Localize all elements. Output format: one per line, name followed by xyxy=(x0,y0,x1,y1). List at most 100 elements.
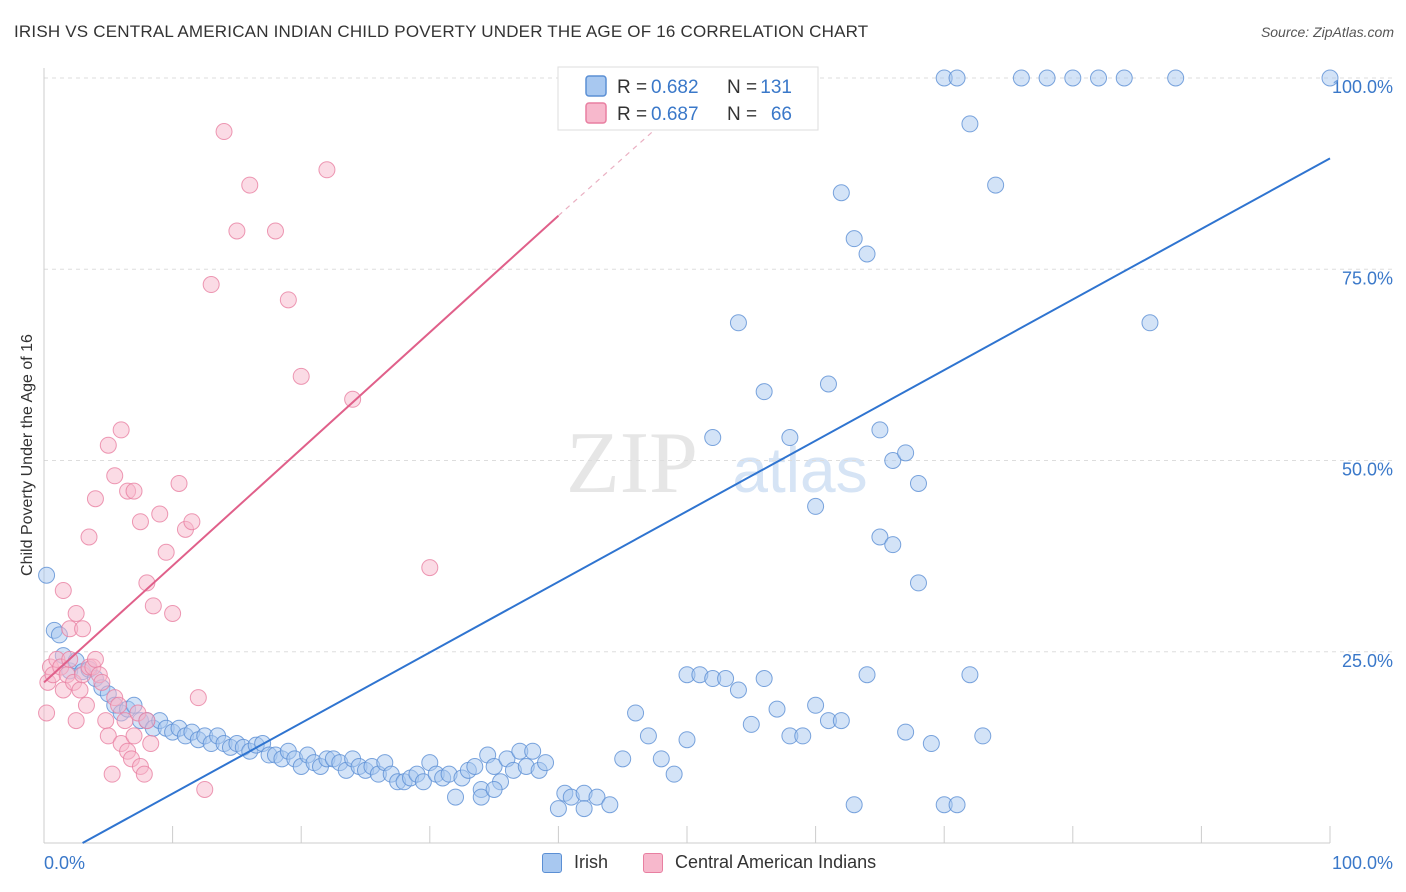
irish-point xyxy=(897,444,915,462)
central-american-indians-point xyxy=(86,650,104,668)
irish-point xyxy=(627,704,645,722)
central-american-indians-point xyxy=(99,727,117,745)
legend-item-irish[interactable]: Irish xyxy=(542,852,608,873)
watermark-atlas: atlas xyxy=(732,434,867,506)
central-american-indians-point xyxy=(183,513,201,531)
central-american-indians-point xyxy=(421,559,439,577)
irish-point xyxy=(755,670,773,688)
central-american-indians-point xyxy=(266,222,284,240)
y-tick-label: 75.0% xyxy=(1342,268,1393,288)
irish-point xyxy=(472,788,490,806)
central-american-indians-point xyxy=(125,482,143,500)
irish-point xyxy=(755,383,773,401)
irish-point xyxy=(549,800,567,818)
irish-point xyxy=(1115,69,1133,87)
central-american-indians-point xyxy=(106,467,124,485)
central-american-indians-point xyxy=(99,436,117,454)
x-tick-label-max: 100.0% xyxy=(1332,853,1393,873)
central-american-indians-point xyxy=(344,390,362,408)
central-american-indians-point xyxy=(86,490,104,508)
central-american-indians-point xyxy=(170,474,188,492)
irish-point xyxy=(987,176,1005,194)
irish-point xyxy=(781,429,799,447)
y-tick-label: 25.0% xyxy=(1342,651,1393,671)
irish-point xyxy=(729,314,747,332)
central-american-indians-point xyxy=(74,620,92,638)
central-american-indians-point xyxy=(138,712,156,730)
central-american-indians-point xyxy=(67,605,85,622)
irish-point xyxy=(858,245,876,263)
irish-point xyxy=(601,796,619,814)
irish-point xyxy=(665,765,683,783)
central-american-indians-point xyxy=(157,543,175,561)
central-american-indians-point xyxy=(80,528,98,546)
central-american-indians-point xyxy=(71,681,89,699)
irish-legend-swatch-icon xyxy=(585,75,607,97)
central-american-indians-point xyxy=(93,673,111,691)
irish-point xyxy=(1321,69,1339,87)
central-american-indians-point xyxy=(164,605,182,622)
legend-item-central-american-indians[interactable]: Central American Indians xyxy=(643,852,876,873)
central-american-indians-point xyxy=(116,712,134,730)
central-american-indians-point xyxy=(196,780,214,798)
central-american-indians-point xyxy=(77,696,95,714)
irish-point xyxy=(974,727,992,745)
irish-point xyxy=(832,712,850,730)
central-american-indians-point xyxy=(292,367,310,385)
legend-r-label: R = xyxy=(617,77,647,98)
irish-point xyxy=(1064,69,1082,87)
irish-point xyxy=(414,773,432,791)
irish-point xyxy=(884,536,902,554)
irish-trend-line xyxy=(82,157,1331,844)
irish-point xyxy=(948,69,966,87)
legend-n-label: N = xyxy=(727,104,757,125)
central-american-indians-point xyxy=(241,176,259,194)
legend-label-irish: Irish xyxy=(574,852,609,872)
central-american-indians-legend-swatch-icon xyxy=(585,102,607,124)
irish-point xyxy=(704,429,722,447)
legend-n-value: 66 xyxy=(771,104,792,125)
irish-point xyxy=(1038,69,1056,87)
central-american-indians-point xyxy=(110,696,128,714)
irish-point xyxy=(524,742,542,760)
irish-point xyxy=(768,700,786,718)
irish-point xyxy=(729,681,747,699)
irish-point xyxy=(466,758,484,775)
central-american-indians-point xyxy=(67,712,85,730)
central-american-indians-point xyxy=(112,421,130,439)
bottom-legend: Irish Central American Indians xyxy=(0,852,1406,878)
irish-point xyxy=(447,788,465,806)
central-american-indians-swatch-icon xyxy=(643,852,663,873)
irish-point xyxy=(897,723,915,741)
irish-point xyxy=(717,670,735,688)
legend-n-label: N = xyxy=(727,77,757,98)
irish-point xyxy=(961,115,979,133)
irish-point xyxy=(845,796,863,814)
irish-point xyxy=(1012,69,1030,87)
legend-n-value: 131 xyxy=(760,77,792,98)
irish-point xyxy=(1090,69,1108,87)
central-american-indians-point xyxy=(318,161,336,179)
irish-point xyxy=(884,452,902,469)
x-tick-label-min: 0.0% xyxy=(44,853,85,873)
central-american-indians-point xyxy=(103,765,121,783)
central-american-indians-point xyxy=(54,582,72,600)
irish-point xyxy=(871,528,889,546)
irish-point xyxy=(819,375,837,393)
central-american-indians-point xyxy=(135,765,153,783)
central-american-indians-point xyxy=(228,222,246,240)
watermark-zip: ZIP xyxy=(566,415,698,512)
central-american-indians-point xyxy=(151,505,169,523)
central-american-indians-point xyxy=(202,276,220,294)
legend-r-value: 0.687 xyxy=(651,104,699,125)
irish-point xyxy=(922,735,940,753)
irish-point xyxy=(652,750,670,768)
irish-point xyxy=(832,184,850,202)
irish-point xyxy=(742,715,760,733)
legend-label-central-american-indians: Central American Indians xyxy=(675,852,877,872)
irish-point xyxy=(575,800,593,818)
irish-point xyxy=(1141,314,1159,332)
y-tick-label: 50.0% xyxy=(1342,460,1393,480)
irish-point xyxy=(588,788,606,806)
irish-point xyxy=(961,666,979,684)
